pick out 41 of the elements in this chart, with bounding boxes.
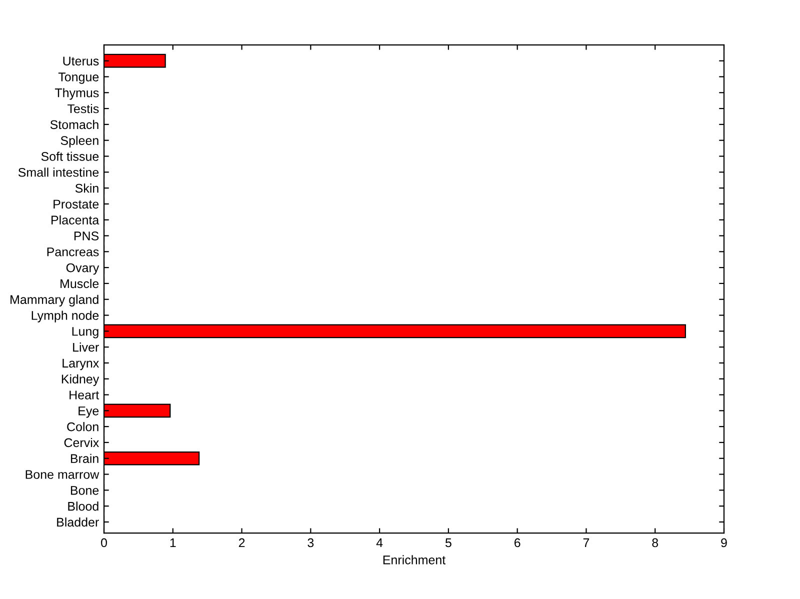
x-axis-title: Enrichment [383,555,446,564]
x-tick-label: 2 [238,538,245,548]
y-tick-label: Brain [70,454,98,464]
y-tick-label: Lung [72,327,98,338]
x-tick-label: 6 [514,538,520,548]
y-tick-label: Uterus [63,56,99,66]
x-tick-label: 5 [445,538,452,548]
y-tick-label: Spleen [60,136,98,148]
x-tick-label: 7 [583,538,590,548]
x-tick-label: 3 [308,538,314,548]
y-tick-label: Tongue [58,72,99,84]
x-tick-label: 9 [721,538,727,548]
y-tick-label: Cervix [64,438,100,448]
y-tick-label: Stomach [50,120,98,130]
y-tick-label: Blood [68,502,98,511]
y-tick-label: Bone [70,486,99,495]
y-tick-label: Muscle [60,278,99,288]
y-tick-label: Pancreas [47,248,99,256]
y-tick-label: Prostate [54,200,99,209]
x-tick-label: 8 [652,538,658,548]
y-tick-label: Ovary [66,263,100,275]
y-tick-label: Colon [67,422,98,432]
y-tick-label: Kidney [62,374,100,386]
x-tick-label: 0 [101,538,107,548]
y-tick-label: Soft tissue [41,152,99,161]
y-tick-label: PNS [74,232,99,240]
y-tick-label: Eye [78,406,99,418]
y-tick-label: Lymph node [32,310,99,322]
y-tick-label: Skin [75,184,98,193]
x-tick-label: 1 [170,538,176,548]
y-tick-label: Bone marrow [26,470,100,479]
y-tick-label: Bladder [57,517,99,527]
y-tick-label: Larynx [62,358,100,370]
y-tick-label: Heart [70,390,100,400]
y-tick-label: Liver [73,342,99,352]
y-tick-label: Placenta [52,215,100,224]
x-tick-label: 4 [376,538,383,548]
y-tick-label: Testis [67,104,99,114]
y-tick-label: Small intestine [18,168,99,177]
y-tick-label: Mammary gland [10,294,98,306]
y-tick-label: Thymus [54,88,99,100]
